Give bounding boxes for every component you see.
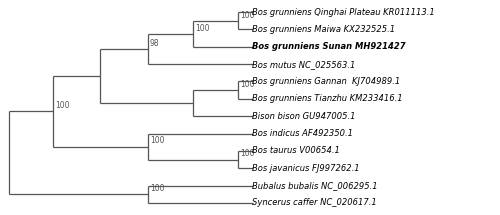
Text: Bos grunniens Qinghai Plateau KR011113.1: Bos grunniens Qinghai Plateau KR011113.1 — [252, 8, 435, 17]
Text: 100: 100 — [150, 137, 164, 146]
Text: Bos grunniens Sunan MH921427: Bos grunniens Sunan MH921427 — [252, 42, 406, 51]
Text: Bos taurus V00654.1: Bos taurus V00654.1 — [252, 146, 340, 155]
Text: Bos grunniens Tianzhu KM233416.1: Bos grunniens Tianzhu KM233416.1 — [252, 94, 403, 103]
Text: Bison bison GU947005.1: Bison bison GU947005.1 — [252, 112, 356, 121]
Text: 100: 100 — [195, 24, 210, 33]
Text: Bos indicus AF492350.1: Bos indicus AF492350.1 — [252, 129, 354, 138]
Text: Bos grunniens Gannan  KJ704989.1: Bos grunniens Gannan KJ704989.1 — [252, 77, 401, 86]
Text: Syncerus caffer NC_020617.1: Syncerus caffer NC_020617.1 — [252, 198, 378, 207]
Text: Bos mutus NC_025563.1: Bos mutus NC_025563.1 — [252, 60, 356, 69]
Text: 100: 100 — [240, 80, 254, 89]
Text: 98: 98 — [150, 39, 160, 48]
Text: 100: 100 — [240, 149, 254, 158]
Text: 100: 100 — [55, 101, 70, 110]
Text: Bos grunniens Maiwa KX232525.1: Bos grunniens Maiwa KX232525.1 — [252, 25, 396, 34]
Text: Bos javanicus FJ997262.1: Bos javanicus FJ997262.1 — [252, 164, 360, 173]
Text: 100: 100 — [240, 11, 254, 20]
Text: 100: 100 — [150, 184, 164, 193]
Text: Bubalus bubalis NC_006295.1: Bubalus bubalis NC_006295.1 — [252, 181, 378, 190]
